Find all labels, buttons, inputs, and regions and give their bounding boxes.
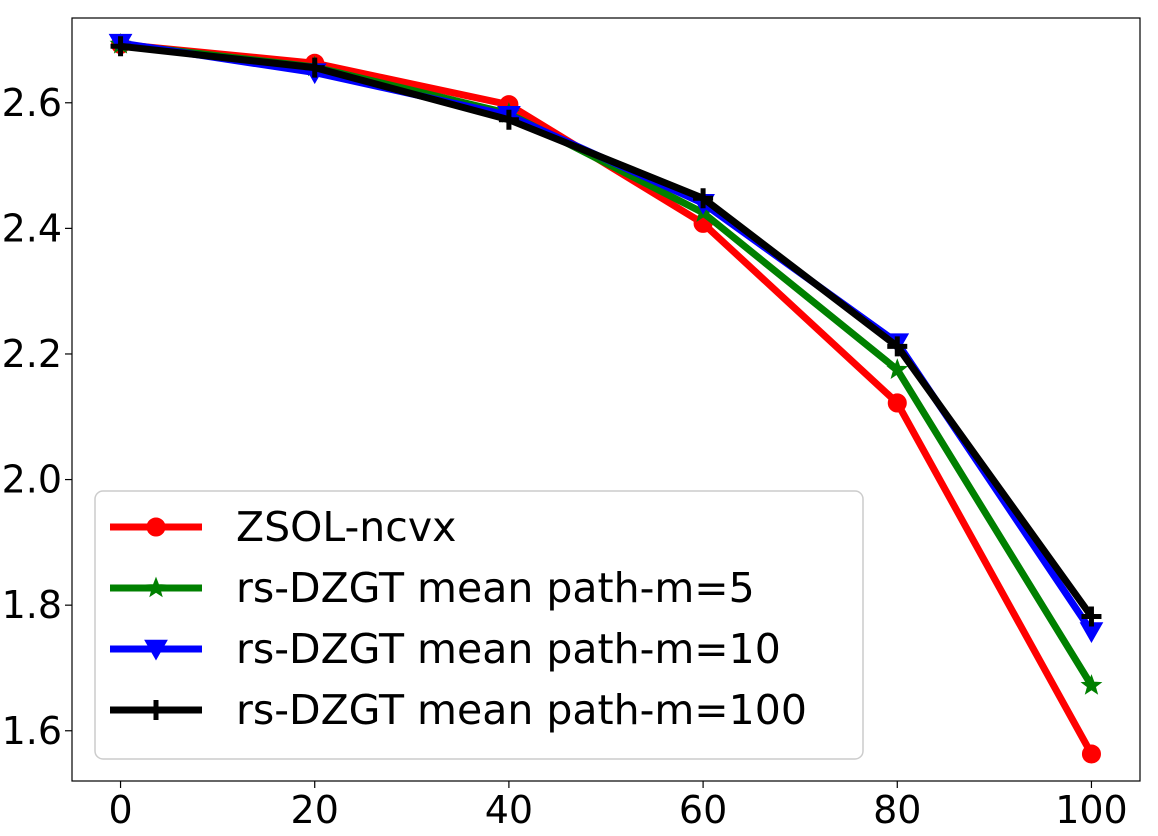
triangle-marker: [144, 639, 168, 661]
legend-label: rs-DZGT mean path-m=10: [236, 625, 781, 673]
star-marker: [886, 358, 909, 379]
axes: 0 20 40 60 80 100 1.6 1.8 2.0 2.2 2.4 2.6: [2, 17, 1141, 832]
circle-marker: [1081, 744, 1101, 764]
y-tick-label: 2.6: [2, 81, 62, 125]
y-tick-label: 1.8: [2, 583, 62, 627]
plus-marker: [887, 336, 908, 357]
series-4: [110, 36, 1102, 627]
legend-item: rs-DZGT mean path-m=100: [110, 686, 807, 734]
legend-label: rs-DZGT mean path-m=100: [236, 686, 807, 734]
plot-frame: [71, 17, 1141, 782]
y-tick-label: 2.4: [2, 206, 62, 250]
series-line: [117, 42, 1095, 620]
star-marker: [145, 576, 167, 598]
x-tick-label: 0: [108, 788, 132, 832]
circle-marker: [887, 393, 907, 413]
legend-item: ZSOL-ncvx: [110, 503, 456, 551]
legend-label: rs-DZGT mean path-m=5: [236, 564, 755, 612]
y-tick-label: 2.0: [2, 458, 62, 502]
legend-box: [94, 490, 864, 760]
x-tick-label: 40: [485, 788, 533, 832]
y-tick-label: 2.2: [2, 332, 62, 376]
plus-marker: [1081, 606, 1102, 627]
x-tick-label: 60: [679, 788, 727, 832]
plus-marker: [498, 109, 519, 130]
x-tick-label: 100: [1055, 788, 1128, 832]
legend-item: rs-DZGT mean path-m=10: [110, 625, 781, 673]
legend: ZSOL-ncvx rs-DZGT mean path-m=5 rs-DZGT me…: [94, 490, 864, 760]
y-tick-label: 1.6: [2, 709, 62, 753]
plus-marker: [146, 700, 166, 720]
legend-item: rs-DZGT mean path-m=5: [110, 564, 755, 612]
plus-marker: [110, 36, 131, 57]
star-marker: [1080, 674, 1103, 695]
circle-marker: [146, 517, 166, 537]
plus-marker: [693, 188, 714, 209]
x-tick-label: 20: [291, 788, 339, 832]
plus-marker: [304, 57, 325, 78]
legend-label: ZSOL-ncvx: [236, 503, 456, 551]
x-tick-label: 80: [873, 788, 921, 832]
series-lines: [108, 32, 1104, 764]
